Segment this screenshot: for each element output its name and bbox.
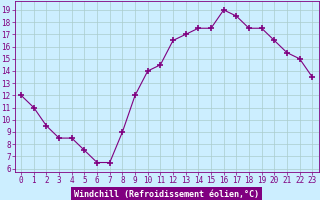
X-axis label: Windchill (Refroidissement éolien,°C): Windchill (Refroidissement éolien,°C)	[74, 190, 259, 199]
